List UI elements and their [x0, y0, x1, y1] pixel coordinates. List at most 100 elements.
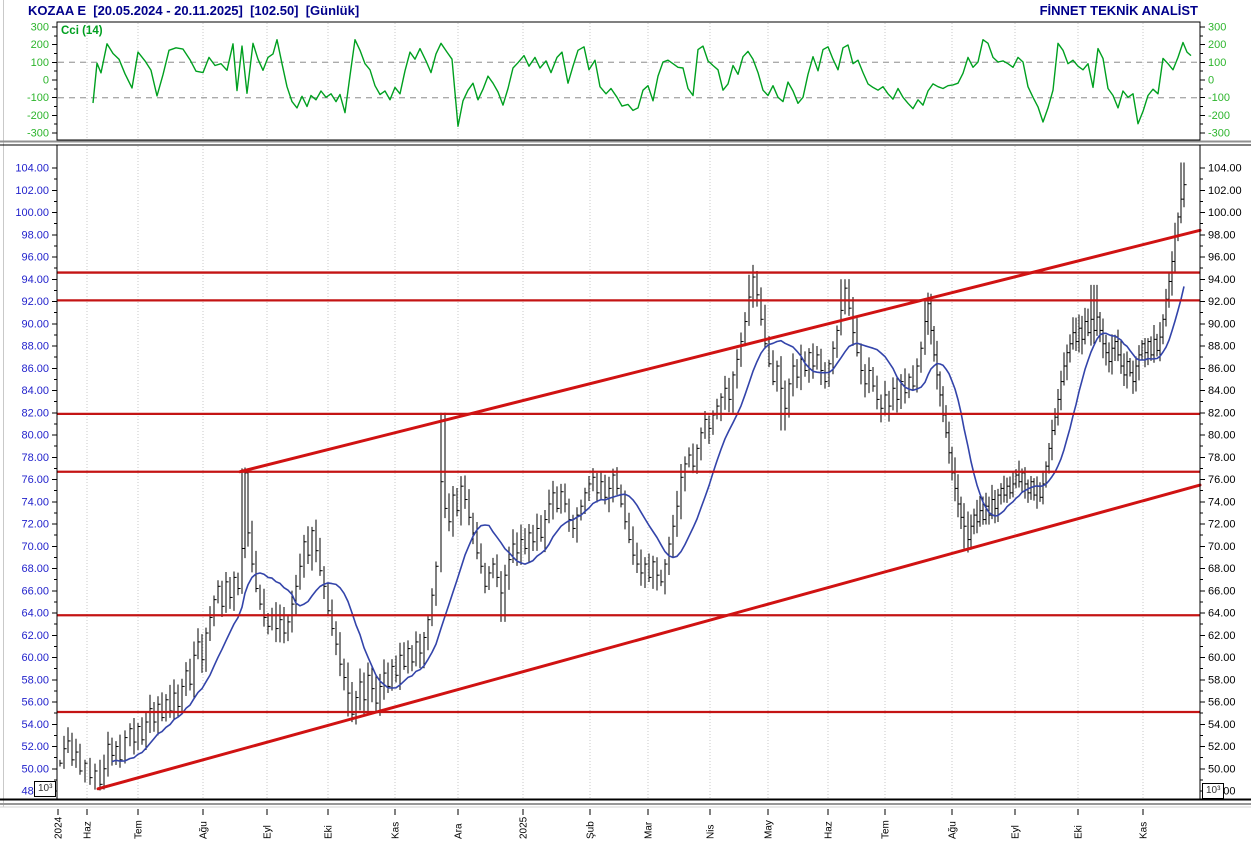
- svg-text:54.00: 54.00: [1208, 719, 1236, 731]
- svg-text:52.00: 52.00: [1208, 741, 1236, 753]
- svg-text:72.00: 72.00: [21, 519, 49, 531]
- svg-text:80.00: 80.00: [21, 430, 49, 442]
- svg-text:86.00: 86.00: [21, 363, 49, 375]
- svg-text:82.00: 82.00: [1208, 407, 1236, 419]
- svg-text:200: 200: [1208, 39, 1226, 51]
- svg-text:Kas: Kas: [391, 822, 402, 839]
- svg-text:96.00: 96.00: [1208, 252, 1236, 264]
- svg-text:60.00: 60.00: [1208, 652, 1236, 664]
- svg-text:64.00: 64.00: [21, 608, 49, 620]
- cci-gridlines: [58, 23, 1199, 139]
- price-gridlines: [86, 146, 1144, 799]
- svg-text:74.00: 74.00: [21, 496, 49, 508]
- svg-text:88.00: 88.00: [21, 341, 49, 353]
- svg-text:90.00: 90.00: [1208, 318, 1236, 330]
- svg-text:70.00: 70.00: [21, 541, 49, 553]
- svg-text:86.00: 86.00: [1208, 363, 1236, 375]
- svg-text:58.00: 58.00: [1208, 674, 1236, 686]
- svg-text:-100: -100: [27, 92, 49, 104]
- svg-text:54.00: 54.00: [21, 719, 49, 731]
- svg-text:94.00: 94.00: [1208, 274, 1236, 286]
- svg-text:98.00: 98.00: [1208, 229, 1236, 241]
- support-resistance-lines[interactable]: [57, 271, 1200, 714]
- svg-text:60.00: 60.00: [21, 652, 49, 664]
- svg-text:104.00: 104.00: [15, 163, 49, 175]
- svg-text:Şub: Şub: [586, 821, 597, 839]
- svg-text:May: May: [764, 820, 775, 839]
- svg-text:Kas: Kas: [1139, 822, 1150, 839]
- svg-text:68.00: 68.00: [1208, 563, 1236, 575]
- svg-text:-100: -100: [1208, 92, 1230, 104]
- svg-text:50.00: 50.00: [1208, 763, 1236, 775]
- y-axis-right: 300 200 100 0 -100 -200 -300 104.00 102.00 100.00…: [1200, 22, 1242, 798]
- svg-text:80.00: 80.00: [1208, 430, 1236, 442]
- svg-text:94.00: 94.00: [21, 274, 49, 286]
- window-edge: [3, 0, 4, 807]
- svg-text:100.00: 100.00: [1208, 207, 1242, 219]
- svg-text:Ağu: Ağu: [948, 821, 959, 839]
- svg-text:Ağu: Ağu: [199, 821, 210, 839]
- svg-text:92.00: 92.00: [1208, 296, 1236, 308]
- svg-text:Nis: Nis: [706, 825, 717, 839]
- svg-text:66.00: 66.00: [1208, 585, 1236, 597]
- svg-text:78.00: 78.00: [1208, 452, 1236, 464]
- svg-text:84.00: 84.00: [1208, 385, 1236, 397]
- svg-text:-200: -200: [27, 110, 49, 122]
- svg-text:Haz: Haz: [824, 821, 835, 839]
- svg-text:100: 100: [1208, 57, 1226, 69]
- svg-text:66.00: 66.00: [21, 585, 49, 597]
- cci-series[interactable]: [92, 39, 1192, 128]
- svg-text:90.00: 90.00: [21, 318, 49, 330]
- svg-text:62.00: 62.00: [21, 630, 49, 642]
- svg-text:82.00: 82.00: [21, 407, 49, 419]
- svg-text:Eyl: Eyl: [1011, 825, 1022, 839]
- svg-text:0: 0: [1208, 75, 1214, 87]
- svg-text:104.00: 104.00: [1208, 163, 1242, 175]
- svg-text:Haz: Haz: [83, 821, 94, 839]
- svg-text:Tem: Tem: [881, 820, 892, 839]
- svg-text:Tem: Tem: [134, 820, 145, 839]
- svg-text:-200: -200: [1208, 110, 1230, 122]
- svg-text:56.00: 56.00: [1208, 697, 1236, 709]
- svg-text:52.00: 52.00: [21, 741, 49, 753]
- svg-text:56.00: 56.00: [21, 697, 49, 709]
- svg-text:100.00: 100.00: [15, 207, 49, 219]
- svg-text:92.00: 92.00: [21, 296, 49, 308]
- svg-text:Eki: Eki: [1074, 825, 1085, 839]
- scale-unit-box-left: 10³: [34, 781, 57, 797]
- x-axis-months: 2024 Haz Tem Ağu Eyl Eki Kas Ara 2025 Şub Mar Nis Ma…: [54, 809, 1150, 839]
- price-bars[interactable]: [59, 162, 1187, 791]
- cci-indicator-label: Cci (14): [61, 25, 103, 37]
- scale-unit-box-right: 10³: [1202, 783, 1225, 799]
- svg-text:76.00: 76.00: [21, 474, 49, 486]
- svg-text:Eki: Eki: [324, 825, 335, 839]
- svg-text:300: 300: [31, 22, 49, 34]
- svg-text:Ara: Ara: [454, 823, 465, 839]
- svg-text:2025: 2025: [519, 816, 530, 839]
- trend-channel-lines[interactable]: [96, 228, 1202, 791]
- svg-text:76.00: 76.00: [1208, 474, 1236, 486]
- chart-title: KOZAA E [20.05.2024 - 20.11.2025] [102.5…: [28, 3, 360, 18]
- svg-text:72.00: 72.00: [1208, 519, 1236, 531]
- moving-average-line: [111, 286, 1185, 763]
- panel-frames: [0, 21, 1251, 808]
- svg-text:88.00: 88.00: [1208, 341, 1236, 353]
- svg-text:98.00: 98.00: [21, 229, 49, 241]
- svg-text:84.00: 84.00: [21, 385, 49, 397]
- svg-text:96.00: 96.00: [21, 252, 49, 264]
- app-title: FİNNET TEKNİK ANALİST: [1039, 3, 1198, 18]
- svg-text:-300: -300: [27, 128, 49, 140]
- svg-text:70.00: 70.00: [1208, 541, 1236, 553]
- svg-text:102.00: 102.00: [15, 185, 49, 197]
- svg-text:62.00: 62.00: [1208, 630, 1236, 642]
- svg-text:100: 100: [31, 57, 49, 69]
- svg-text:2024: 2024: [54, 816, 65, 839]
- svg-text:Eyl: Eyl: [263, 825, 274, 839]
- svg-text:300: 300: [1208, 22, 1226, 34]
- svg-text:50.00: 50.00: [21, 763, 49, 775]
- svg-text:Mar: Mar: [644, 821, 655, 839]
- svg-text:-300: -300: [1208, 128, 1230, 140]
- svg-text:200: 200: [31, 39, 49, 51]
